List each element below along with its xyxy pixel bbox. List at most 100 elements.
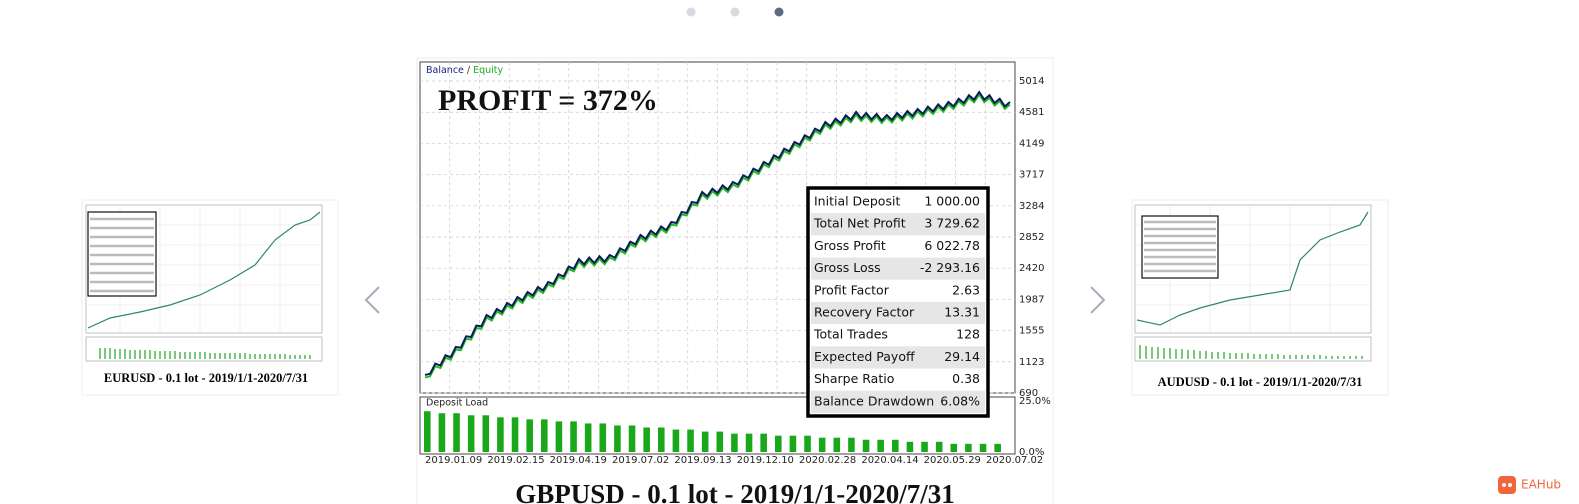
deposit-bar <box>701 431 709 452</box>
x-tick-label: 2020.07.02 <box>986 455 1043 466</box>
stats-row-bg <box>811 257 985 280</box>
x-tick-label: 2020.05.29 <box>924 455 981 466</box>
stat-value: 2.63 <box>952 282 980 297</box>
balance-line <box>424 90 1011 376</box>
deposit-bar <box>965 443 972 452</box>
x-tick-label: 2019.09.13 <box>674 455 731 466</box>
y-tick-label: 4581 <box>1019 107 1044 118</box>
legend: Balance / Equity <box>426 65 504 76</box>
stats-row-bg <box>811 390 985 413</box>
stat-label: Sharpe Ratio <box>814 371 894 386</box>
legend-equity: Equity <box>473 65 503 76</box>
stat-label: Expected Payoff <box>814 349 915 364</box>
y-tick-label: 2420 <box>1019 263 1044 274</box>
deposit-bar <box>672 429 680 452</box>
deposit-bar <box>877 439 884 452</box>
deposit-bar <box>599 423 607 452</box>
deposit-bar <box>979 443 987 452</box>
stats-row-bg <box>811 346 985 369</box>
deposit-bar <box>892 439 899 452</box>
stat-label: Initial Deposit <box>814 194 900 209</box>
stat-label: Profit Factor <box>814 282 890 297</box>
deposit-bar <box>555 421 563 452</box>
stat-value: 29.14 <box>944 349 980 364</box>
deposit-bar <box>745 433 753 452</box>
stat-value: 3 729.62 <box>924 216 980 231</box>
x-tick-label: 2019.01.09 <box>425 455 482 466</box>
stat-label: Balance Drawdown <box>814 393 934 408</box>
y-tick-label: 3717 <box>1019 170 1044 181</box>
deposit-tick-label: 25.0% <box>1019 396 1051 407</box>
stat-value: 6 022.78 <box>924 238 980 253</box>
y-tick-label: 3284 <box>1019 201 1044 212</box>
y-tick-label: 2852 <box>1019 232 1044 243</box>
stat-value: 128 <box>956 327 980 342</box>
stat-value: 13.31 <box>944 305 980 320</box>
deposit-bar <box>614 425 621 452</box>
slide-thumbnail[interactable]: EURUSD - 0.1 lot - 2019/1/1-2020/7/31 <box>81 199 339 396</box>
legend-sep: / <box>467 65 471 76</box>
stat-label: Recovery Factor <box>814 305 915 320</box>
y-tick-label: 1987 <box>1019 294 1044 305</box>
deposit-bar <box>467 415 475 452</box>
deposit-bar <box>994 443 1001 452</box>
slide-thumbnail[interactable]: AUDUSD - 0.1 lot - 2019/1/1-2020/7/31 <box>1131 199 1389 396</box>
x-tick-label: 2019.07.02 <box>612 455 669 466</box>
deposit-bar <box>511 417 519 452</box>
deposit-title: Deposit Load <box>426 398 488 409</box>
stat-value: 6.08% <box>940 393 980 408</box>
slide-main: Balance / Equity Deposit Load PROFIT = 372… <box>416 57 1054 504</box>
carousel-dot[interactable] <box>686 7 696 17</box>
deposit-bar <box>775 435 782 452</box>
x-tick-label: 2020.02.28 <box>799 455 856 466</box>
deposit-bar <box>453 413 460 452</box>
deposit-bar <box>848 437 855 452</box>
stat-value: -2 293.16 <box>920 260 980 275</box>
stat-label: Total Net Profit <box>813 216 906 231</box>
deposit-bar <box>541 419 548 452</box>
deposit-bar <box>438 413 446 452</box>
deposit-bar <box>921 441 928 452</box>
deposit-bar <box>424 411 431 452</box>
deposit-bar <box>760 433 767 452</box>
legend-balance: Balance <box>426 65 464 76</box>
stat-label: Gross Profit <box>814 238 886 253</box>
x-tick-label: 2019.04.19 <box>550 455 607 466</box>
brand-logo[interactable]: EAHub <box>1498 476 1561 494</box>
carousel-dot-active[interactable] <box>774 7 784 17</box>
carousel-dot[interactable] <box>730 7 740 17</box>
brand-name: EAHub <box>1521 478 1561 492</box>
y-tick-label: 690 <box>1019 388 1038 399</box>
stat-value: 1 000.00 <box>924 194 980 209</box>
deposit-bar <box>862 439 870 452</box>
deposit-bar <box>658 427 665 452</box>
deposit-bar <box>906 441 914 452</box>
y-tick-label: 4149 <box>1019 138 1044 149</box>
deposit-bar <box>716 431 724 452</box>
deposit-bar <box>731 433 738 452</box>
deposit-bar <box>628 425 636 452</box>
stat-value: 0.38 <box>952 371 980 386</box>
y-tick-label: 1123 <box>1019 357 1044 368</box>
stats-row-bg <box>811 213 985 236</box>
deposit-bar <box>950 443 958 452</box>
deposit-bar <box>584 423 592 452</box>
x-tick-label: 2019.12.10 <box>737 455 794 466</box>
deposit-bar <box>526 419 533 452</box>
slide-caption: AUDUSD - 0.1 lot - 2019/1/1-2020/7/31 <box>1158 375 1363 389</box>
deposit-bar <box>497 417 504 452</box>
next-arrow[interactable] <box>1090 286 1106 314</box>
stat-label: Total Trades <box>813 327 888 342</box>
y-tick-label: 5014 <box>1019 76 1044 87</box>
deposit-tick-label: 0.0% <box>1019 447 1044 458</box>
x-tick-label: 2019.02.15 <box>487 455 544 466</box>
deposit-bar <box>804 435 811 452</box>
deposit-bar <box>935 441 943 452</box>
prev-arrow[interactable] <box>364 286 380 314</box>
deposit-bar <box>482 415 490 452</box>
deposit-bar <box>818 437 826 452</box>
stats-row-bg <box>811 301 985 325</box>
y-tick-label: 1555 <box>1019 326 1044 337</box>
